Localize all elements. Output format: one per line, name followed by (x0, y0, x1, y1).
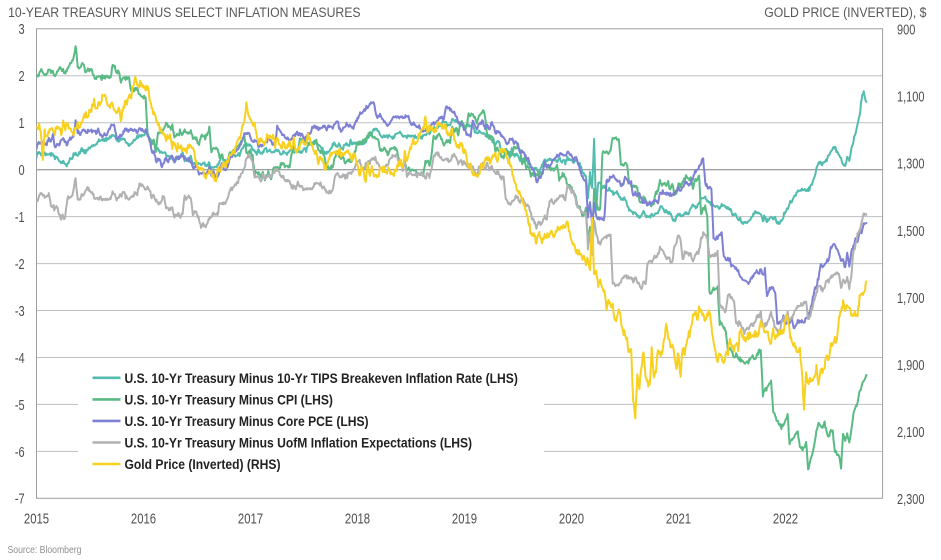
svg-text:1,300: 1,300 (897, 155, 925, 172)
svg-text:3: 3 (18, 21, 24, 38)
svg-text:-3: -3 (15, 302, 25, 319)
svg-text:2022: 2022 (773, 510, 798, 527)
svg-text:U.S. 10-Yr Treasury Minus Core: U.S. 10-Yr Treasury Minus Core PCE (LHS) (125, 413, 369, 429)
svg-text:-7: -7 (15, 490, 25, 507)
svg-text:1,900: 1,900 (897, 356, 925, 373)
svg-text:-4: -4 (15, 349, 25, 366)
svg-text:2019: 2019 (452, 510, 477, 527)
svg-text:0: 0 (18, 162, 24, 179)
svg-text:2021: 2021 (666, 510, 691, 527)
svg-text:Gold Price (Inverted) (RHS): Gold Price (Inverted) (RHS) (125, 456, 281, 472)
svg-text:2018: 2018 (345, 510, 370, 527)
svg-text:1: 1 (18, 115, 24, 132)
svg-text:2015: 2015 (24, 510, 49, 527)
svg-text:U.S. 10-Yr Treasury Minus 10-Y: U.S. 10-Yr Treasury Minus 10-Yr TIPS Bre… (125, 370, 518, 386)
svg-text:900: 900 (897, 21, 915, 38)
svg-text:10-YEAR TREASURY MINUS SELECT: 10-YEAR TREASURY MINUS SELECT INFLATION … (8, 4, 361, 20)
svg-text:-2: -2 (15, 255, 25, 272)
svg-text:2,300: 2,300 (897, 491, 925, 508)
svg-text:U.S. 10-Yr Treasury Minus UofM: U.S. 10-Yr Treasury Minus UofM Inflation… (125, 435, 473, 451)
svg-text:GOLD PRICE (INVERTED), $: GOLD PRICE (INVERTED), $ (764, 4, 927, 20)
svg-text:1,100: 1,100 (897, 88, 925, 105)
svg-text:U.S. 10-Yr Treasury Minus CPI: U.S. 10-Yr Treasury Minus CPI (LHS) (125, 392, 333, 408)
svg-text:-6: -6 (15, 443, 25, 460)
svg-text:Source: Bloomberg: Source: Bloomberg (8, 545, 82, 557)
svg-text:2,100: 2,100 (897, 423, 925, 440)
svg-text:1,700: 1,700 (897, 289, 925, 306)
svg-text:2: 2 (18, 68, 24, 85)
svg-text:2020: 2020 (559, 510, 584, 527)
svg-text:2017: 2017 (238, 510, 263, 527)
svg-text:2016: 2016 (131, 510, 156, 527)
svg-text:-1: -1 (15, 208, 25, 225)
svg-text:1,500: 1,500 (897, 222, 925, 239)
svg-text:-5: -5 (15, 396, 25, 413)
